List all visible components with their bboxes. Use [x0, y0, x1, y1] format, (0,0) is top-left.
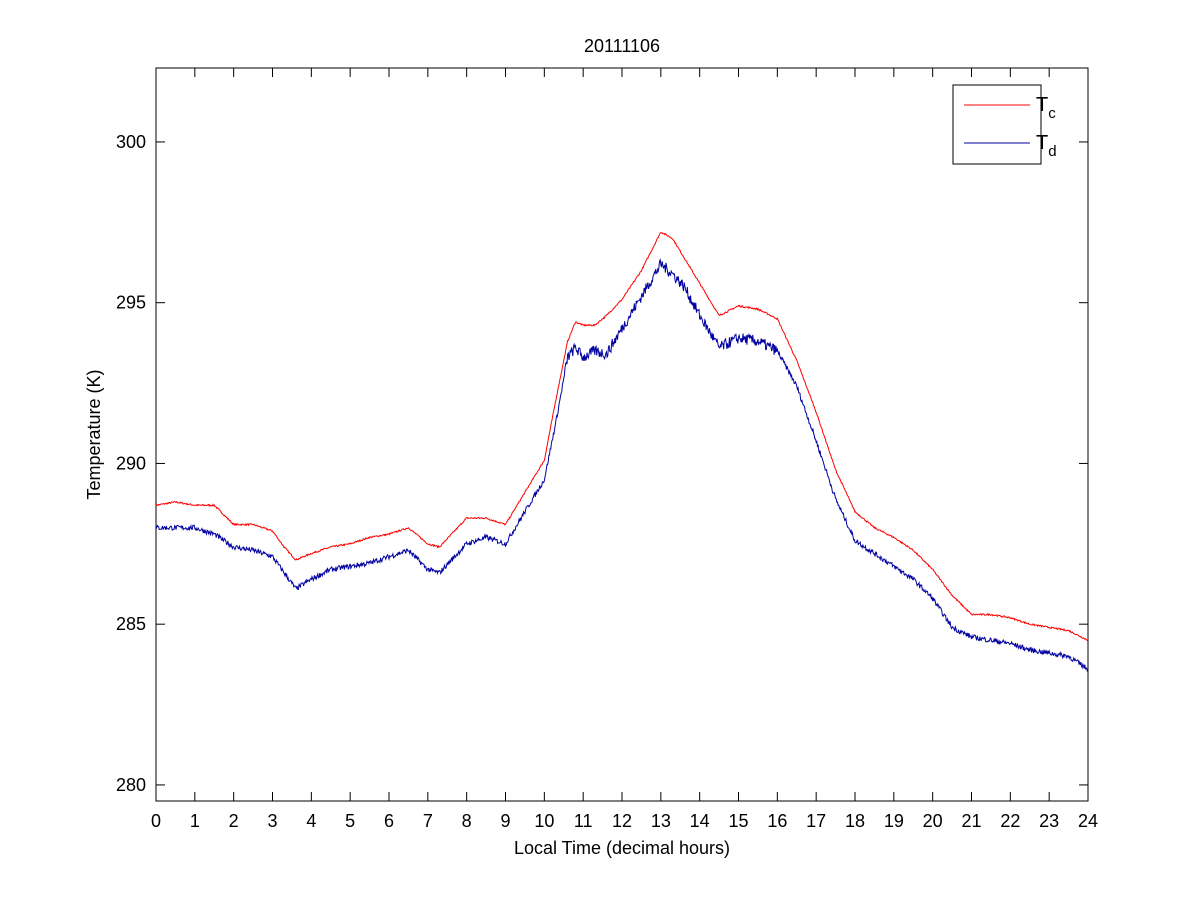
x-tick-label: 17	[806, 811, 826, 831]
y-tick-label: 280	[116, 775, 146, 795]
legend-box	[952, 84, 1042, 165]
x-tick-label: 13	[651, 811, 671, 831]
x-axis-label: Local Time (decimal hours)	[514, 838, 730, 858]
legend: Tc Td	[952, 84, 1057, 165]
series-line-Td	[155, 258, 1089, 672]
x-tick-label: 11	[574, 811, 593, 831]
plot-area	[155, 67, 1089, 802]
x-tick-label: 19	[884, 811, 904, 831]
x-tick-label: 4	[306, 811, 316, 831]
legend-label-Td: Td	[1036, 132, 1057, 160]
y-axis-label: Temperature (K)	[84, 369, 104, 499]
series-line-Tc	[155, 231, 1089, 642]
x-tick-label: 8	[462, 811, 472, 831]
x-tick-label: 1	[190, 811, 200, 831]
x-tick-label: 21	[961, 811, 981, 831]
x-tick-label: 3	[267, 811, 277, 831]
x-tick-label: 15	[728, 811, 748, 831]
chart-title: 20111106	[584, 36, 660, 56]
y-tick-label: 290	[116, 453, 146, 473]
x-tick-label: 10	[534, 811, 554, 831]
x-tick-label: 22	[1000, 811, 1020, 831]
y-tick-label: 285	[116, 614, 146, 634]
series-layer	[155, 231, 1089, 672]
legend-label-Tc: Tc	[1036, 94, 1056, 122]
x-tick-label: 16	[767, 811, 787, 831]
x-tick-label: 24	[1078, 811, 1098, 831]
x-tick-label: 23	[1039, 811, 1059, 831]
x-tick-label: 12	[612, 811, 632, 831]
x-tick-label: 0	[151, 811, 161, 831]
x-tick-label: 5	[345, 811, 355, 831]
x-tick-label: 7	[423, 811, 433, 831]
x-tick-label: 14	[690, 811, 710, 831]
x-tick-label: 6	[384, 811, 394, 831]
y-tick-label: 300	[116, 132, 146, 152]
x-tick-label: 20	[923, 811, 943, 831]
x-tick-label: 2	[229, 811, 239, 831]
y-tick-label: 295	[116, 293, 146, 313]
x-tick-label: 18	[845, 811, 865, 831]
x-tick-label: 9	[500, 811, 510, 831]
ticks-layer: 0 1 2 3 4 5 6 7 8 9 10 11 12 13 14 15 16 17 18 19 20 21 22 23 24…	[116, 68, 1098, 831]
